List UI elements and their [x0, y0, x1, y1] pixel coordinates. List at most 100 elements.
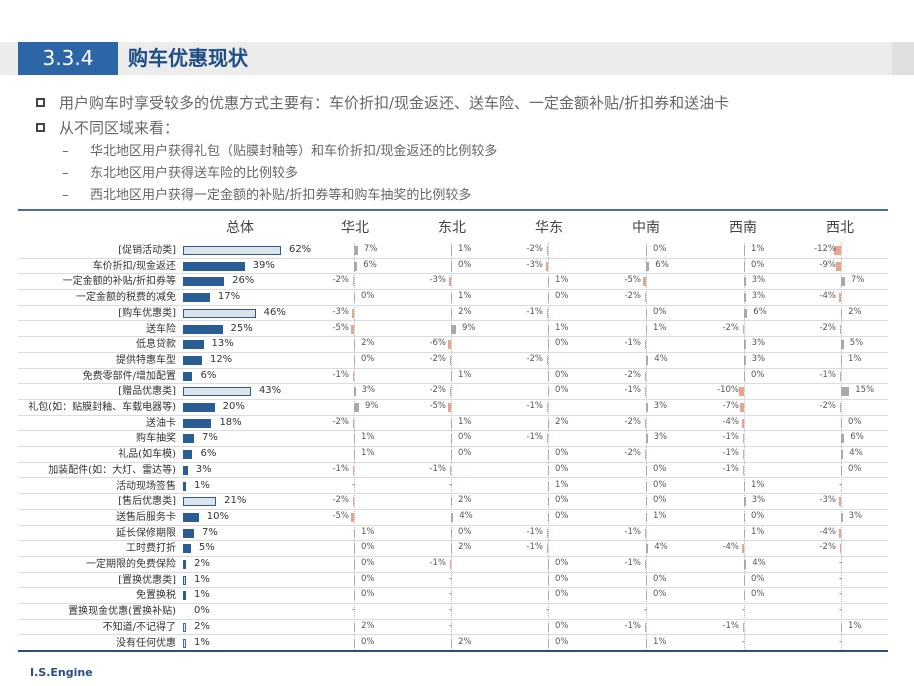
region-diff-bar: [354, 387, 356, 397]
region-diff-bar: [646, 355, 649, 365]
region-diff-label: -1%: [526, 526, 543, 537]
region-diff-label: 2%: [361, 620, 375, 631]
region-diff-bar: [646, 261, 650, 271]
region-diff-bar: [744, 560, 747, 569]
region-diff-label: 3%: [361, 385, 376, 396]
overall-value-label: 1%: [194, 589, 210, 601]
sub-bullet-text: 华北地区用户获得礼包（贴膜封釉等）和车价折扣/现金返还的比例较多: [90, 144, 498, 159]
region-diff-label: 0%: [653, 573, 667, 584]
region-diff-bar: [744, 497, 746, 507]
region-diff-bar: [644, 293, 646, 303]
region-diff-label: -2%: [332, 416, 349, 427]
region-diff-label: -3%: [332, 306, 349, 317]
region-diff-label: 0%: [458, 259, 472, 270]
region-empty-mark: -: [839, 605, 843, 616]
region-diff-bar: [354, 355, 355, 365]
region-diff-label: -1%: [332, 463, 349, 474]
region-diff-bar: [841, 277, 845, 287]
overall-bar: [183, 403, 215, 412]
region-diff-label: -2%: [819, 542, 836, 553]
region-diff-label: 9%: [364, 401, 379, 411]
overall-bar: [183, 622, 187, 632]
region-diff-label: -6%: [429, 338, 446, 349]
title-band-edge: [892, 42, 914, 75]
region-diff-label: 0%: [555, 636, 569, 647]
region-diff-bar: [354, 403, 359, 412]
region-diff-label: -5%: [332, 322, 349, 333]
overall-value-label: 20%: [222, 401, 245, 412]
table-row: 延长保修期限 7% 1% 0% -1% -1% 1% -4%: [18, 526, 888, 542]
overall-value-label: 5%: [198, 542, 215, 554]
overall-bar: [183, 465, 188, 475]
region-diff-bar: [646, 434, 648, 444]
region-diff-bar: [643, 277, 646, 287]
table-row: 工时费打折 5% 0% 2% -1% 4% -4% -2%: [18, 541, 888, 557]
table-row: 没有任何优惠 1% 0% 2% 0% 1% - -: [18, 636, 888, 652]
region-diff-label: 2%: [458, 306, 472, 317]
region-diff-label: -5%: [624, 275, 641, 286]
region-diff-bar: [744, 355, 746, 365]
region-empty-mark: -: [742, 636, 746, 647]
region-diff-bar: [646, 497, 647, 507]
region-diff-label: -1%: [429, 558, 446, 568]
region-diff-label: 1%: [555, 322, 569, 333]
region-diff-bar: [351, 324, 354, 334]
square-bullet-icon: [36, 123, 45, 132]
region-diff-bar: [646, 403, 648, 412]
region-diff-label: -4%: [819, 526, 836, 537]
region-diff-label: -2%: [332, 495, 349, 506]
region-diff-bar: [744, 528, 745, 538]
overall-value-label: 3%: [195, 463, 212, 475]
region-diff-label: 1%: [751, 244, 765, 254]
region-diff-bar: [744, 293, 746, 303]
region-diff-bar: [646, 246, 647, 255]
region-diff-bar: [644, 418, 646, 428]
overall-bar: [183, 308, 256, 318]
region-diff-bar: [743, 450, 744, 460]
table-row: 提供特惠车型 12% 0% -2% -2% 4% 3% 1%: [18, 353, 888, 369]
region-diff-bar: [743, 465, 744, 475]
overall-bar: [183, 434, 195, 444]
row-label: 免费零部件/增加配置: [82, 370, 176, 382]
region-diff-label: -2%: [624, 369, 641, 380]
sub-bullet: – 西北地区用户获得一定金额的补贴/折扣券等和购车抽奖的比例较多: [62, 188, 472, 203]
region-diff-label: 6%: [363, 259, 377, 270]
region-diff-bar: [548, 622, 549, 632]
region-diff-bar: [354, 560, 355, 569]
region-diff-label: -1%: [819, 369, 836, 380]
title-band: [0, 42, 914, 75]
bullet-item: 用户购车时享受较多的优惠方式主要有：车价折扣/现金返还、送车险、一定金额补贴/折…: [36, 92, 729, 113]
overall-bar: [183, 638, 186, 648]
region-diff-bar: [546, 261, 548, 271]
region-diff-bar: [548, 418, 550, 428]
region-diff-label: 6%: [753, 306, 767, 317]
row-label: 活动现场签售: [116, 480, 176, 492]
overall-value-label: 7%: [202, 526, 218, 538]
region-diff-bar: [834, 246, 841, 255]
region-diff-label: -1%: [624, 620, 641, 631]
region-diff-bar: [354, 434, 355, 444]
region-diff-bar: [547, 403, 548, 412]
region-diff-bar: [840, 371, 841, 381]
overall-bar: [183, 450, 193, 460]
region-diff-label: 0%: [361, 636, 375, 647]
region-diff-label: -1%: [722, 620, 739, 631]
region-diff-bar: [839, 403, 841, 412]
footer-logo: I.S.Engine: [30, 666, 93, 679]
region-diff-label: 4%: [849, 448, 863, 459]
region-diff-bar: [645, 387, 646, 397]
region-diff-label: 15%: [855, 385, 875, 396]
region-diff-bar: [449, 387, 451, 397]
region-diff-label: 1%: [361, 526, 375, 537]
region-diff-label: -2%: [624, 448, 641, 459]
region-diff-label: 0%: [751, 510, 765, 521]
region-diff-bar: [841, 418, 842, 428]
region-diff-bar: [352, 497, 354, 507]
overall-bar: [183, 261, 245, 271]
region-diff-label: -5%: [429, 401, 446, 411]
row-label: [购车优惠类]: [118, 307, 176, 319]
region-empty-mark: -: [839, 558, 843, 568]
region-diff-label: -2%: [722, 322, 739, 333]
region-diff-label: 2%: [555, 416, 569, 427]
region-diff-label: -2%: [624, 416, 641, 427]
